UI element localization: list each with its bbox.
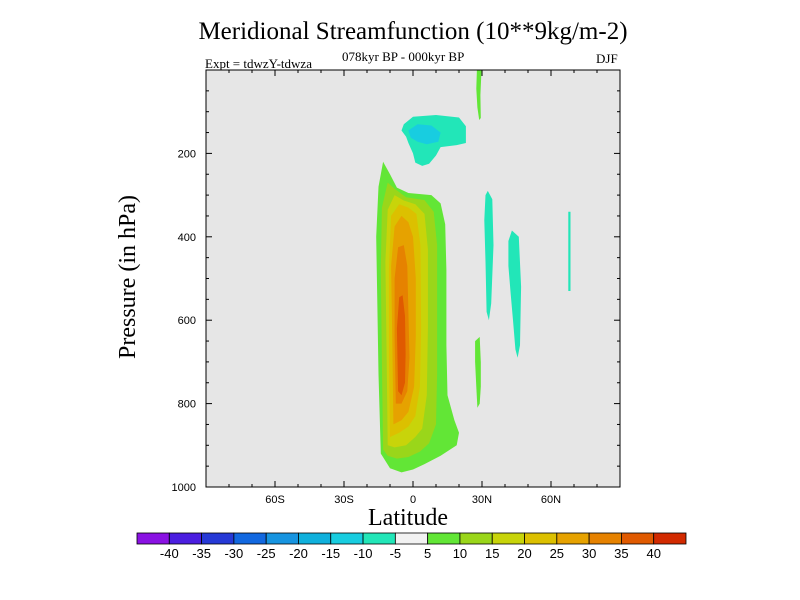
colorbar-swatch	[394, 532, 429, 545]
colorbar-swatch	[362, 532, 396, 545]
x-tick-label: 0	[410, 494, 416, 506]
colorbar-swatch	[556, 532, 590, 545]
colorbar-label: 15	[485, 546, 499, 561]
negative-band-level--5	[568, 211, 571, 291]
colorbar-label: -35	[192, 546, 211, 561]
chart-title: Meridional Streamfunction (10**9kg/m-2)	[198, 18, 628, 45]
colorbar-swatch	[298, 532, 332, 545]
colorbar-label: 10	[453, 546, 467, 561]
plot-axes: 200 400 600 800 1000 60S 30S 0 30N 60N	[172, 69, 621, 506]
y-tick-label: 200	[178, 148, 196, 160]
colorbar-label: -40	[160, 546, 179, 561]
upper-positive-strip-level-5	[476, 70, 482, 120]
colorbar-swatch	[265, 532, 299, 545]
experiment-label: Expt = tdwzY-tdwza	[205, 56, 312, 71]
colorbar-label: -15	[321, 546, 340, 561]
colorbar-swatch	[330, 532, 364, 545]
colorbar-swatch	[621, 532, 655, 545]
colorbar-swatch	[427, 532, 461, 545]
x-axis-label: Latitude	[368, 505, 448, 531]
colorbar-label: 40	[646, 546, 660, 561]
x-tick-label: 30N	[472, 494, 492, 506]
lower-positive-tail-level-5	[475, 336, 481, 408]
colorbar-swatch	[588, 532, 622, 545]
colorbar: -40 -35 -30 -25 -20 -15 -10 -5 5 10 15 20 25 30 35 40	[136, 532, 687, 561]
x-tick-label: 30S	[334, 494, 354, 506]
colorbar-swatch	[201, 532, 235, 545]
y-tick-label: 1000	[172, 482, 196, 494]
colorbar-label: 35	[614, 546, 628, 561]
colorbar-label: -25	[257, 546, 276, 561]
colorbar-swatch	[168, 532, 202, 545]
colorbar-label: -30	[224, 546, 243, 561]
colorbar-label: -5	[390, 546, 402, 561]
season-label: DJF	[596, 51, 618, 66]
colorbar-swatch	[653, 532, 687, 545]
colorbar-label: 5	[424, 546, 431, 561]
upper-negative-cell-level--10	[408, 124, 441, 145]
main-positive-cell-level-35	[396, 295, 406, 396]
colorbar-swatch	[524, 532, 558, 545]
y-tick-label: 600	[178, 315, 196, 327]
colorbar-label: 30	[582, 546, 596, 561]
y-tick-label: 400	[178, 232, 196, 244]
x-tick-label: 60S	[265, 494, 285, 506]
colorbar-swatch	[233, 532, 267, 545]
plot-area	[206, 70, 620, 487]
colorbar-label: 20	[517, 546, 531, 561]
y-tick-label: 800	[178, 399, 196, 411]
colorbar-label: -10	[354, 546, 373, 561]
colorbar-label: 25	[550, 546, 564, 561]
negative-band-level--5	[484, 190, 494, 321]
colorbar-swatch	[491, 532, 525, 545]
colorbar-label: -20	[289, 546, 308, 561]
chart-subtitle: 078kyr BP - 000kyr BP	[342, 49, 465, 64]
colorbar-swatch	[459, 532, 493, 545]
x-tick-label: 60N	[541, 494, 561, 506]
colorbar-swatch	[136, 532, 170, 545]
negative-band-level--5	[508, 230, 522, 358]
